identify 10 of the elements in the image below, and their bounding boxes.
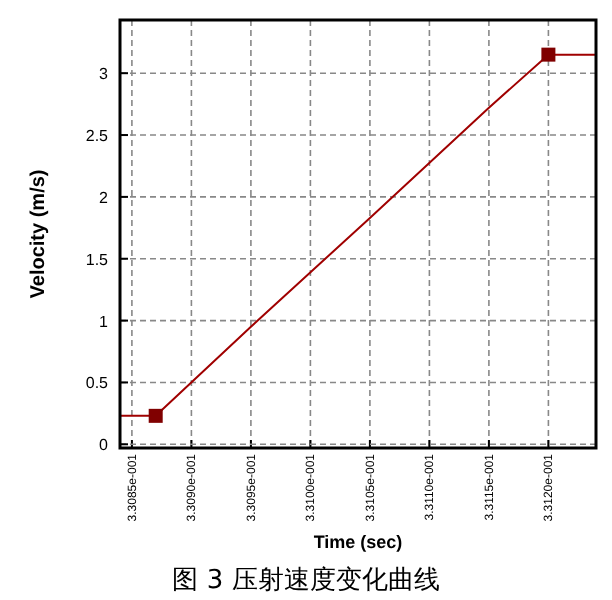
caption: 图 3 压射速度变化曲线 — [172, 564, 440, 596]
x-axis-title: Time (sec) — [313, 532, 403, 552]
y-tick-label: 0.5 — [85, 374, 110, 393]
y-tick-label: 0 — [99, 436, 110, 455]
y-tick-label: 2.5 — [85, 127, 110, 146]
y-tick-label: 2 — [99, 188, 110, 207]
y-axis-title: Velocity (m/s) — [28, 169, 50, 299]
y-tick-label: 1.5 — [85, 250, 110, 269]
y-tick-label: 3 — [99, 65, 110, 84]
y-tick-label: 1 — [99, 312, 110, 331]
